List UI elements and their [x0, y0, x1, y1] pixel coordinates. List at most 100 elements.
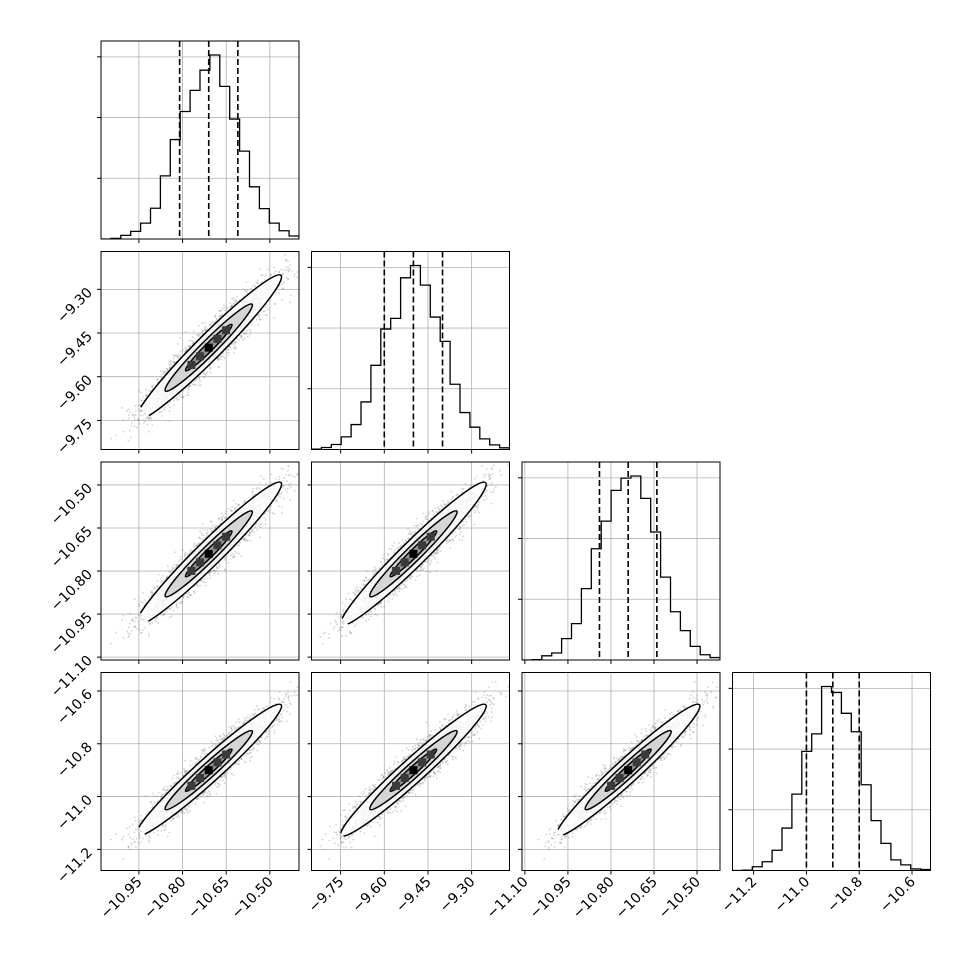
panel-1-0: −9.75−9.60−9.45−9.30 [54, 233, 317, 458]
scatter-point [315, 233, 317, 235]
scatter-point [214, 314, 217, 317]
scatter-point [191, 335, 194, 338]
scatter-point [199, 380, 202, 383]
scatter-point [187, 384, 190, 387]
scatter-point [137, 418, 140, 421]
scatter-point [235, 299, 238, 302]
scatter-point [203, 529, 206, 531]
scatter-point [202, 522, 204, 525]
scatter-point [127, 417, 130, 420]
scatter-point [148, 622, 151, 625]
scatter-point [218, 366, 221, 369]
density-bin [222, 326, 231, 335]
scatter-point [182, 390, 185, 392]
scatter-point [128, 414, 130, 417]
scatter-point [304, 268, 306, 270]
scatter-point [142, 396, 144, 398]
scatter-point [264, 314, 267, 317]
scatter-point [169, 400, 172, 403]
scatter-point [165, 367, 168, 370]
scatter-point [142, 422, 145, 425]
scatter-point [140, 409, 143, 412]
scatter-point [179, 336, 182, 339]
scatter-point [198, 536, 201, 539]
scatter-point [168, 367, 171, 370]
panel-0-0 [97, 40, 300, 243]
scatter-point [250, 287, 252, 290]
scatter-point [264, 278, 266, 281]
scatter-point [218, 309, 221, 312]
scatter-point [153, 384, 155, 387]
scatter-point [122, 430, 125, 433]
scatter-point [282, 287, 285, 290]
scatter-point [217, 357, 220, 359]
scatter-point [216, 357, 219, 360]
scatter-point [175, 604, 178, 607]
scatter-point [127, 626, 130, 629]
scatter-point [149, 416, 151, 418]
scatter-point [246, 329, 249, 332]
scatter-point [184, 331, 187, 334]
scatter-point [148, 417, 151, 420]
scatter-point [245, 332, 248, 335]
scatter-point [170, 360, 173, 363]
scatter-point [147, 430, 150, 433]
scatter-point [296, 473, 299, 476]
scatter-point [145, 417, 147, 420]
scatter-point [215, 317, 218, 320]
scatter-point [187, 393, 190, 396]
scatter-point [231, 305, 233, 308]
scatter-point [133, 626, 136, 628]
scatter-point [296, 276, 299, 279]
scatter-point [203, 376, 206, 378]
scatter-point [257, 323, 259, 326]
scatter-point [219, 354, 222, 357]
scatter-point [191, 383, 194, 386]
scatter-point [284, 258, 287, 261]
scatter-point [142, 591, 144, 594]
scatter-point [173, 355, 176, 357]
scatter-point [256, 282, 259, 285]
scatter-point [201, 332, 204, 335]
scatter-point [217, 358, 220, 361]
scatter-point [156, 580, 159, 582]
scatter-point [245, 332, 248, 335]
histogram-series [311, 264, 510, 450]
scatter-point [138, 408, 141, 411]
scatter-point [139, 410, 141, 413]
scatter-point [141, 399, 143, 402]
scatter-point [248, 329, 251, 331]
scatter-point [194, 384, 197, 386]
scatter-point [243, 333, 246, 335]
scatter-point [140, 409, 143, 412]
scatter-point [169, 364, 172, 367]
y-tick-label: −9.75 [54, 416, 96, 458]
scatter-point [153, 586, 156, 589]
scatter-point [110, 642, 113, 645]
scatter-point [201, 331, 204, 334]
scatter-point [287, 266, 290, 269]
scatter-point [148, 389, 151, 392]
scatter-point [195, 333, 198, 336]
scatter-point [217, 365, 220, 368]
scatter-point [240, 335, 243, 337]
scatter-point [202, 534, 205, 537]
scatter-point [158, 411, 161, 414]
scatter-point [173, 360, 175, 363]
scatter-point [280, 298, 283, 301]
scatter-point [178, 393, 181, 396]
scatter-point [274, 303, 277, 305]
scatter-point [270, 274, 272, 276]
scatter-point [204, 325, 207, 328]
scatter-point [286, 269, 288, 271]
scatter-point [209, 367, 212, 370]
scatter-point [223, 304, 225, 307]
scatter-point [184, 346, 187, 349]
scatter-point [231, 342, 234, 345]
scatter-point [260, 274, 263, 277]
scatter-point [175, 606, 178, 608]
scatter-point [199, 333, 201, 335]
scatter-point [240, 335, 243, 338]
scatter-point [166, 369, 169, 371]
scatter-point [142, 414, 145, 417]
